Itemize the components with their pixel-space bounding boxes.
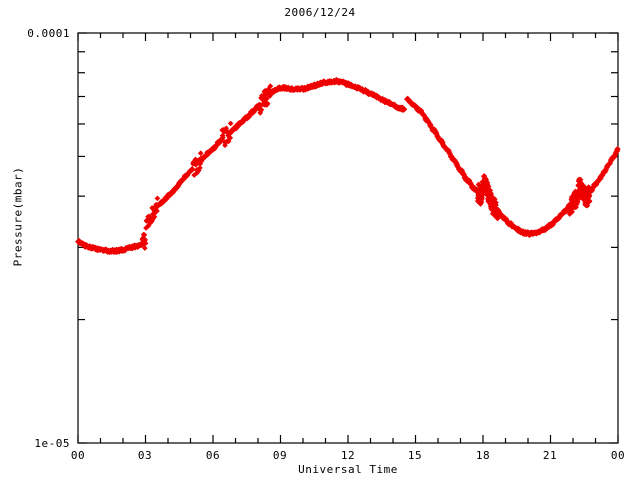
x-axis-label: Universal Time [298, 463, 398, 476]
x-tick-label-2: 06 [205, 449, 221, 462]
axis-ticks [77, 32, 619, 444]
page-title: 2006/12/24 [284, 6, 356, 19]
x-tick-label-8: 00 [610, 449, 626, 462]
x-tick-label-1: 03 [137, 449, 153, 462]
x-tick-label-6: 18 [475, 449, 491, 462]
data-series-pressure [75, 76, 621, 256]
y-tick-label-top: 0.0001 [27, 27, 70, 40]
x-tick-label-4: 12 [340, 449, 356, 462]
x-tick-label-5: 15 [407, 449, 423, 462]
x-tick-label-0: 00 [70, 449, 86, 462]
plot-border [77, 32, 619, 444]
y-tick-label-bottom: 1e-05 [34, 437, 70, 450]
x-tick-label-7: 21 [542, 449, 558, 462]
x-tick-label-3: 09 [272, 449, 288, 462]
plot-frame [77, 32, 619, 444]
